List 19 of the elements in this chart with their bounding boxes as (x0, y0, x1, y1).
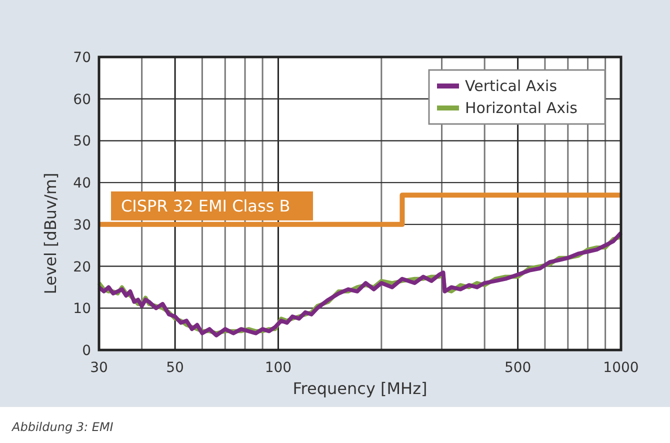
x-tick-label: 30 (90, 360, 108, 376)
legend-label: Horizontal Axis (465, 99, 578, 117)
x-axis-title: Frequency [MHz] (292, 379, 428, 398)
y-tick-label: 70 (73, 50, 91, 66)
x-tick-label: 1000 (603, 360, 639, 376)
y-tick-label: 10 (73, 301, 91, 318)
y-tick-label: 20 (73, 259, 91, 276)
y-tick-label: 40 (73, 176, 91, 192)
y-tick-label: 50 (73, 134, 91, 150)
y-tick-label: 30 (73, 217, 91, 234)
text: Abbildung 3: EMI (11, 420, 114, 434)
y-axis-title: Level [dBuv/m] (41, 172, 60, 294)
y-tick-label: 0 (82, 343, 91, 359)
series-label: CISPR 32 EMI Class B (121, 196, 290, 216)
x-tick-label: 500 (504, 360, 532, 376)
x-tick-label: 50 (166, 360, 184, 376)
legend-label: Vertical Axis (465, 77, 558, 95)
y-tick-label: 60 (73, 92, 91, 108)
x-tick-label: 100 (264, 360, 292, 376)
